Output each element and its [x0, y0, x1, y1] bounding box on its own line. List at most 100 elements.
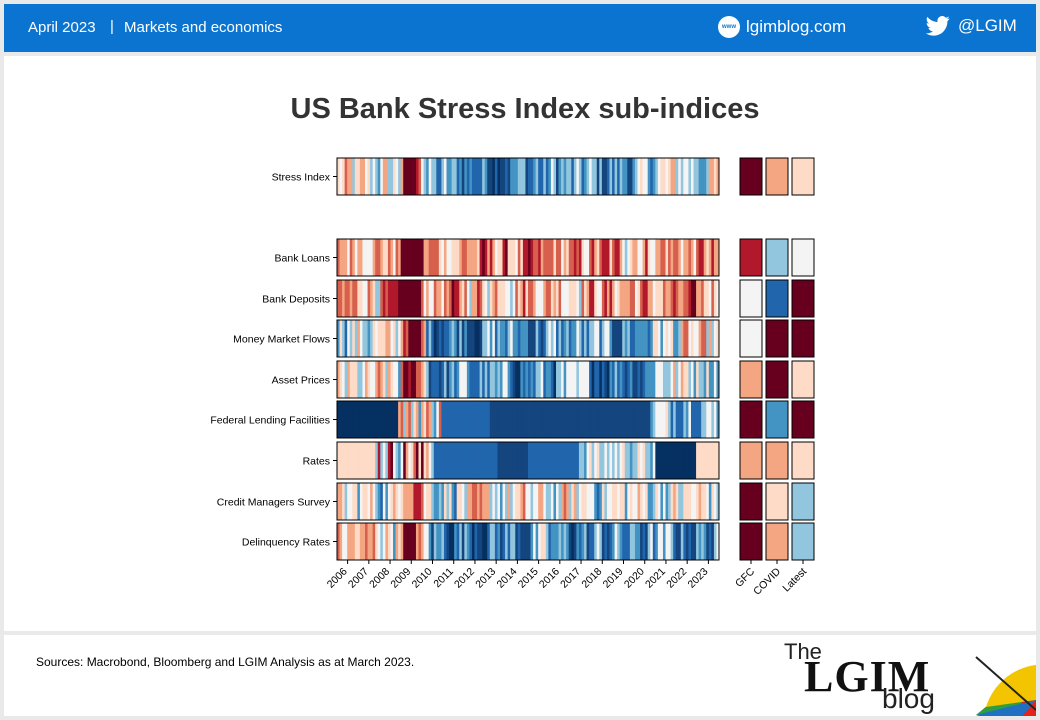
heatmap-cell — [469, 320, 473, 357]
heatmap-cell — [609, 280, 613, 317]
heatmap-cell — [622, 523, 626, 560]
section-link[interactable]: Markets and economics — [124, 19, 283, 36]
heatmap-cell — [387, 361, 391, 398]
heatmap-cell — [634, 158, 638, 195]
heatmap-cell — [408, 523, 412, 560]
heatmap-cell — [385, 483, 389, 520]
heatmap-cell — [660, 158, 664, 195]
heatmap-cell — [698, 158, 702, 195]
heatmap-cell — [594, 361, 598, 398]
heatmap-cell — [668, 483, 672, 520]
heatmap-cell — [487, 401, 491, 438]
heatmap-cell — [471, 483, 475, 520]
heatmap-cell — [713, 320, 717, 357]
heatmap-cell — [497, 239, 501, 276]
heatmap-cell — [365, 320, 368, 357]
heatmap-cell — [568, 158, 572, 195]
heatmap-cell — [558, 523, 562, 560]
heatmap-cell — [487, 523, 491, 560]
heatmap-cell — [466, 239, 470, 276]
heatmap-cell — [632, 442, 636, 479]
heatmap-cell — [466, 523, 470, 560]
heatmap-cell — [586, 361, 590, 398]
heatmap-cell — [362, 361, 366, 398]
heatmap-cell — [622, 280, 626, 317]
heatmap-cell — [393, 442, 396, 479]
heatmap-cell — [367, 239, 371, 276]
heatmap-cell — [415, 523, 419, 560]
twitter-link[interactable]: @LGIM — [926, 16, 1017, 36]
heatmap-cell — [665, 483, 669, 520]
heatmap-cell — [561, 239, 565, 276]
heatmap-cell — [405, 320, 409, 357]
heatmap-cell — [703, 442, 707, 479]
heatmap-cell — [436, 442, 440, 479]
heatmap-cell — [352, 280, 356, 317]
heatmap-cell — [359, 320, 363, 357]
heatmap-cell — [688, 280, 692, 317]
heatmap-cell — [599, 361, 603, 398]
heatmap-cell — [563, 401, 567, 438]
heatmap-cell — [418, 483, 422, 520]
publish-date: April 2023 — [28, 19, 96, 36]
heatmap-cell — [614, 523, 618, 560]
heatmap-cell — [507, 523, 511, 560]
heatmap-cell — [451, 442, 455, 479]
heatmap-cell — [510, 442, 514, 479]
heatmap-cell — [645, 361, 649, 398]
heatmap-cell — [489, 483, 493, 520]
heatmap-cell — [433, 158, 437, 195]
heatmap-cell — [685, 483, 689, 520]
heatmap-cell — [543, 158, 547, 195]
heatmap-cell — [538, 158, 542, 195]
heatmap-cell — [662, 442, 666, 479]
heatmap-cell — [601, 361, 605, 398]
heatmap-cell — [528, 280, 531, 317]
heatmap-cell — [606, 361, 610, 398]
heatmap-cell — [377, 523, 381, 560]
heatmap-cell — [380, 280, 384, 317]
heatmap-cell — [548, 158, 552, 195]
heatmap-cell — [642, 320, 646, 357]
heatmap-cell — [489, 523, 493, 560]
heatmap-cell — [703, 401, 707, 438]
heatmap-cell — [449, 442, 452, 479]
heatmap-cell — [632, 320, 636, 357]
heatmap-cell — [459, 320, 463, 357]
heatmap-cell — [675, 239, 679, 276]
heatmap-cell — [403, 401, 407, 438]
heatmap-cell — [398, 280, 402, 317]
heatmap-cell — [696, 523, 700, 560]
heatmap-cell — [624, 401, 628, 438]
heatmap-cell — [609, 158, 613, 195]
heatmap-cell — [390, 320, 394, 357]
heatmap-cell — [377, 280, 381, 317]
website-link[interactable]: www lgimblog.com — [718, 16, 846, 38]
heatmap-cell — [387, 401, 391, 438]
heatmap-cell — [604, 320, 608, 357]
heatmap-cell — [367, 158, 371, 195]
heatmap-cell — [520, 361, 524, 398]
heatmap-cell — [576, 442, 580, 479]
heatmap-cell — [553, 158, 557, 195]
heatmap-cell — [696, 280, 700, 317]
heatmap-cell — [428, 523, 432, 560]
time-strip-border — [336, 360, 720, 399]
heatmap-cell — [461, 442, 465, 479]
heatmap-cell — [456, 158, 460, 195]
heatmap-cell — [344, 158, 348, 195]
heatmap-cell — [685, 401, 689, 438]
heatmap-cell — [428, 442, 432, 479]
heatmap-cell — [375, 523, 379, 560]
heatmap-cell — [344, 361, 348, 398]
heatmap-cell — [629, 361, 633, 398]
heatmap-cell — [449, 523, 452, 560]
heatmap-cell — [344, 280, 348, 317]
heatmap-cell — [362, 158, 366, 195]
heatmap-cell — [604, 280, 608, 317]
heatmap-cell — [515, 483, 519, 520]
heatmap-cell — [342, 320, 346, 357]
heatmap-cell — [558, 442, 562, 479]
heatmap-cell — [609, 401, 613, 438]
heatmap-cell — [693, 239, 697, 276]
